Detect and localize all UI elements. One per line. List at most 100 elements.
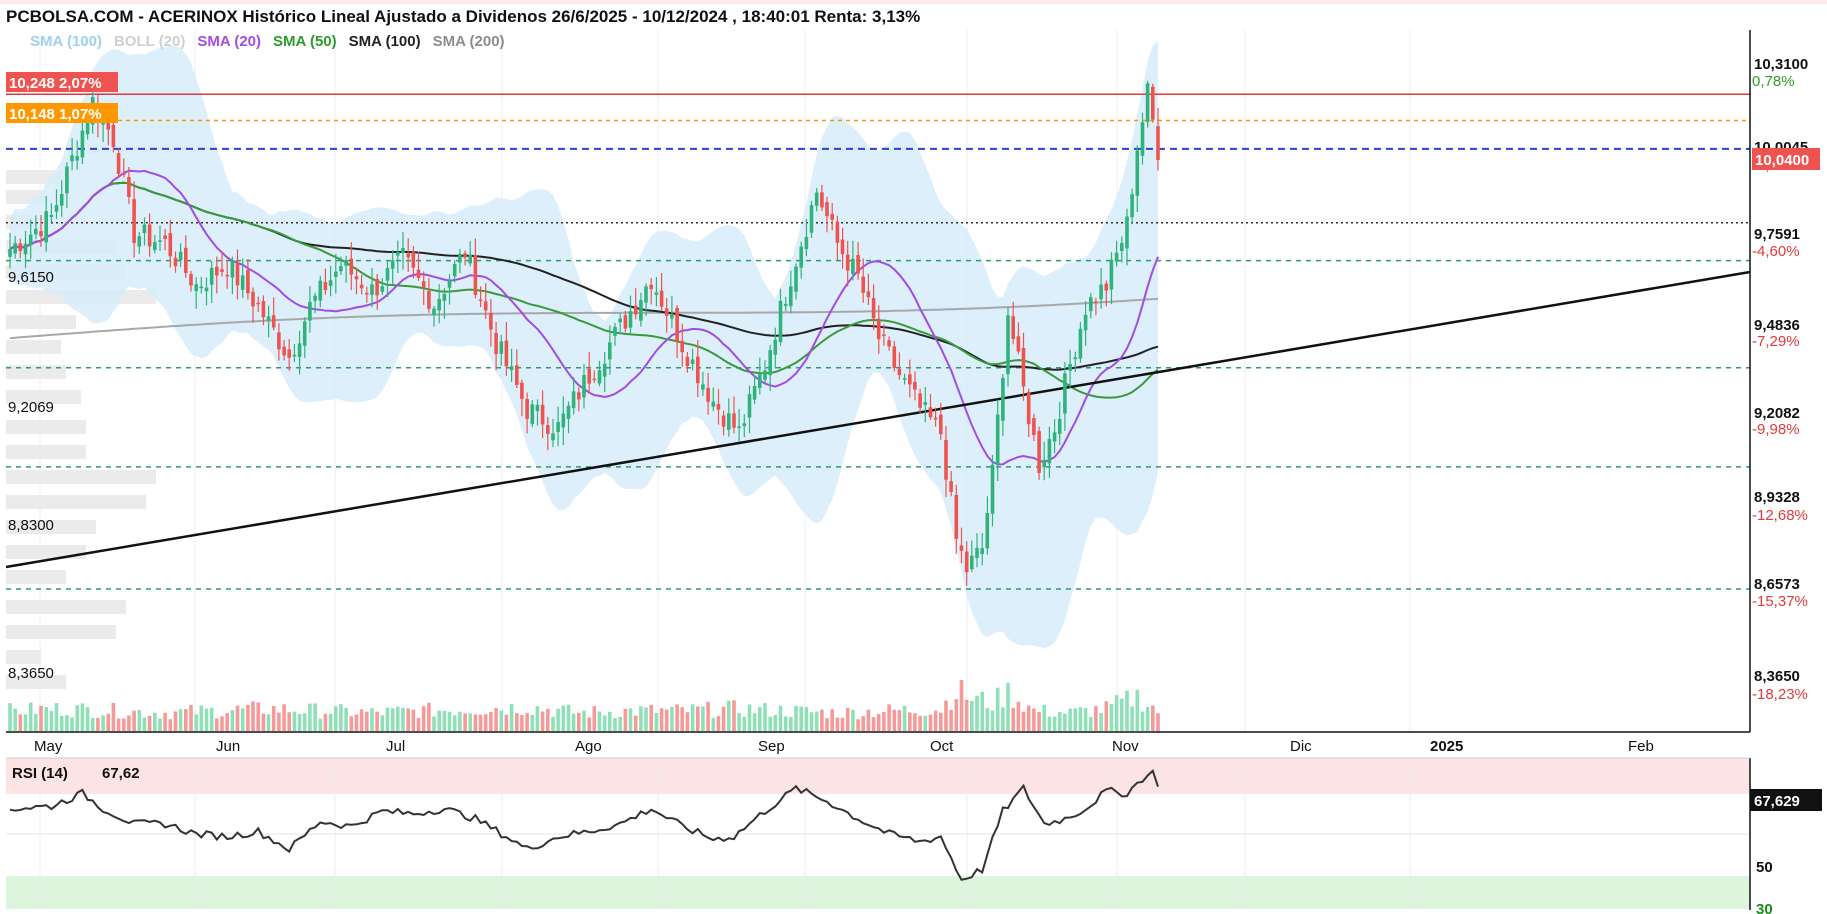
- candle-body: [194, 284, 198, 291]
- candle-body: [478, 299, 483, 301]
- volume-bar: [427, 702, 431, 731]
- volume-bar: [54, 703, 59, 731]
- candle-body: [1073, 357, 1078, 360]
- volume-bar: [473, 714, 478, 731]
- resistance-tag-mid-label: 10,148 1,07%: [9, 106, 102, 123]
- candle-body: [158, 240, 162, 242]
- candle-body: [1001, 377, 1005, 421]
- month-label: Nov: [1112, 738, 1139, 755]
- legend-item: SMA (200): [433, 33, 505, 50]
- title-strip: [0, 0, 1827, 4]
- candle-body: [944, 439, 948, 480]
- volume-bar: [566, 704, 571, 731]
- candle-body: [556, 422, 560, 432]
- candle-body: [1016, 336, 1021, 352]
- candle-body: [1125, 216, 1129, 249]
- volume-bar: [602, 715, 607, 731]
- right-axis-price: 8,9328: [1754, 489, 1800, 506]
- candle-body: [209, 267, 214, 285]
- candle-body: [13, 243, 17, 254]
- volume-bar: [116, 718, 121, 731]
- candle-body: [447, 280, 452, 288]
- resistance-tag-top-bg: [6, 72, 118, 92]
- candle-body: [54, 205, 59, 212]
- candle-body: [1057, 419, 1062, 434]
- volume-bar: [390, 708, 395, 731]
- volume-bar: [194, 714, 198, 731]
- resistance-tag-mid-bg: [6, 103, 118, 123]
- candle-body: [328, 280, 333, 286]
- candle-body: [153, 242, 157, 250]
- volume-bar: [365, 711, 369, 731]
- volume-bar: [220, 716, 224, 731]
- candle-body: [1104, 283, 1109, 291]
- candle-body: [768, 350, 772, 376]
- legend-item: SMA (20): [197, 33, 261, 50]
- candle-body: [1063, 373, 1067, 414]
- candle-body: [742, 423, 747, 427]
- volume-bar: [1052, 716, 1057, 731]
- volume-bar: [442, 710, 447, 731]
- candle-body: [246, 269, 250, 294]
- candle-body: [933, 417, 938, 420]
- right-axis-pct: -9,98%: [1752, 421, 1800, 438]
- candle-body: [1032, 418, 1036, 435]
- candle-body: [266, 316, 271, 321]
- volume-bar: [721, 706, 726, 731]
- volume-profile-bar: [6, 495, 146, 509]
- candle-body: [809, 205, 814, 233]
- candle-body: [639, 300, 643, 321]
- rsi-overbought-zone: [6, 758, 1750, 794]
- volume-bar: [1042, 704, 1046, 731]
- volume-bar: [908, 712, 912, 731]
- volume-bar: [246, 705, 250, 731]
- candle-body: [287, 349, 291, 358]
- volume-bar: [432, 716, 436, 731]
- volume-bar: [204, 708, 209, 731]
- volume-bar: [271, 705, 276, 731]
- volume-bar: [515, 713, 519, 731]
- title-bar: [0, 0, 1827, 28]
- candle-body: [18, 243, 23, 251]
- candle-body: [939, 414, 943, 435]
- candle-body: [520, 382, 524, 399]
- volume-bar: [468, 713, 472, 731]
- candle-body: [820, 192, 824, 208]
- candle-body: [882, 334, 886, 336]
- right-axis-price: 9,2082: [1754, 405, 1800, 422]
- candle-body: [758, 374, 762, 388]
- volume-profile-bar: [6, 650, 41, 664]
- volume-bar: [995, 687, 1000, 731]
- candle-body: [59, 194, 64, 206]
- volume-bar: [323, 713, 328, 731]
- volume-bar: [825, 718, 829, 731]
- volume-bar: [158, 718, 162, 731]
- volume-bar: [1145, 707, 1150, 731]
- candle-body: [499, 341, 504, 354]
- horizontal-levels: [6, 93, 1750, 590]
- candle-body: [789, 286, 793, 307]
- volume-bar: [654, 713, 659, 731]
- volume-bar: [840, 717, 845, 731]
- volume-bar: [375, 711, 379, 731]
- volume-bar: [1047, 716, 1052, 731]
- volume-bar: [964, 699, 969, 731]
- candle-body: [1114, 252, 1119, 262]
- candle-body: [525, 399, 529, 419]
- right-axis-pct: -7,29%: [1752, 333, 1800, 350]
- volume-bar: [923, 715, 928, 731]
- volume-bar: [1006, 682, 1010, 731]
- trend-line[interactable]: [5, 270, 1751, 569]
- candle-body: [623, 315, 628, 329]
- candle-body: [318, 280, 323, 301]
- volume-bar: [804, 707, 809, 731]
- month-label: Feb: [1628, 738, 1654, 755]
- volume-bar: [127, 715, 131, 731]
- candle-body: [664, 308, 669, 316]
- candle-body: [75, 156, 79, 161]
- candle-body: [628, 311, 633, 328]
- volume-bar: [556, 708, 560, 731]
- candle-body: [995, 414, 1000, 464]
- volume-bar: [856, 719, 860, 731]
